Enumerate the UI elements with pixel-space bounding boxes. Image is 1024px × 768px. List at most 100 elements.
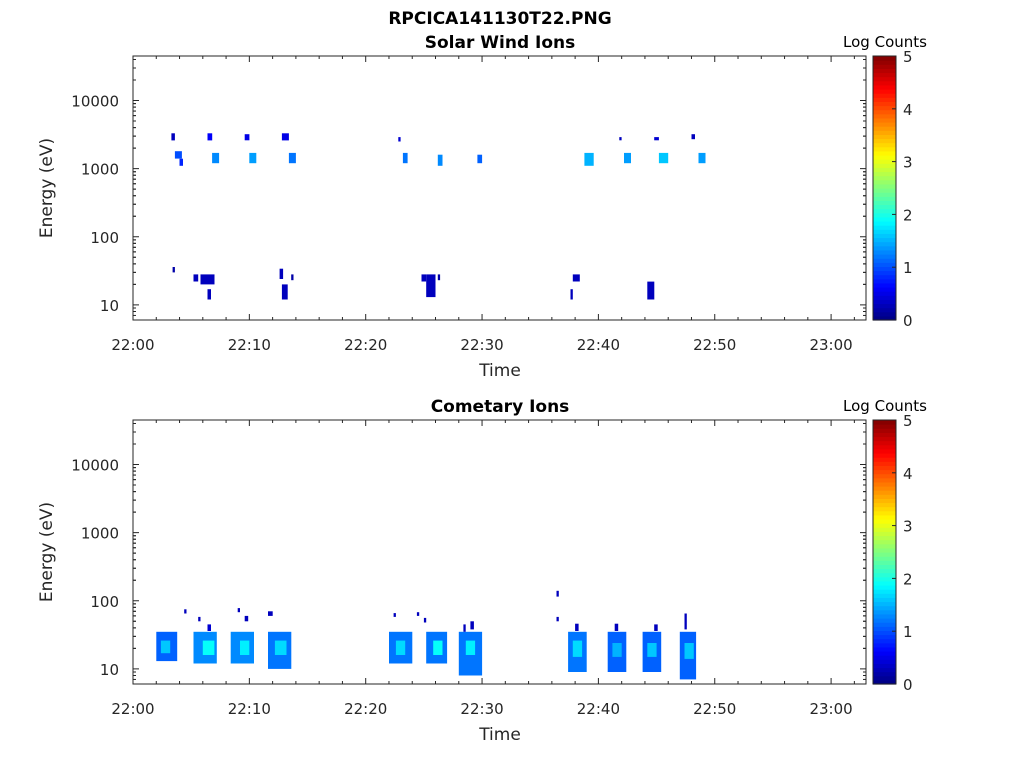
colorbar-segment: [873, 448, 896, 454]
colorbar-segment: [873, 671, 896, 677]
colorbar-segment: [873, 465, 896, 471]
colorbar-segment: [873, 84, 896, 90]
colorbar-segment: [873, 97, 896, 102]
colorbar-segment: [873, 481, 896, 487]
colorbar-segment: [873, 204, 896, 210]
x-tick-label: 22:40: [577, 336, 620, 354]
y-tick-label: 100: [90, 593, 119, 611]
colorbar-segment: [873, 56, 896, 61]
colorbar-segment: [873, 477, 896, 483]
heatmap-cell: [421, 274, 427, 282]
colorbar-segment: [873, 626, 896, 631]
heatmap-cell: [477, 154, 483, 164]
x-tick-label: 22:30: [460, 700, 503, 718]
colorbar-segment: [873, 150, 896, 156]
colorbar-segment: [873, 585, 896, 590]
heatmap-cell: [395, 640, 406, 655]
colorbar-tick-label: 5: [903, 48, 913, 66]
heatmap-cell: [237, 608, 240, 613]
colorbar-segment: [873, 675, 896, 681]
colorbar-segment: [873, 498, 896, 504]
colorbar-tick-label: 5: [903, 412, 913, 430]
colorbar-tick-label: 0: [903, 676, 913, 694]
colorbar-segment: [873, 105, 896, 111]
heatmap-cell: [193, 274, 199, 282]
colorbar-tick-label: 4: [903, 101, 913, 119]
colorbar-segment: [873, 167, 896, 173]
heatmap-cell: [179, 158, 183, 166]
heatmap-cell: [654, 137, 659, 141]
colorbar-segment: [873, 122, 896, 127]
colorbar-segment: [873, 171, 896, 177]
heatmap-cell: [691, 134, 695, 140]
heatmap-cell: [470, 621, 474, 630]
heatmap-cell: [584, 152, 594, 166]
colorbar-segment: [873, 440, 896, 446]
colorbar-segment: [873, 262, 896, 267]
colorbar-segment: [873, 655, 896, 660]
heatmap-cell: [612, 643, 622, 657]
colorbar-segment: [873, 560, 896, 565]
heatmap-cell: [291, 274, 294, 281]
colorbar-segment: [873, 138, 896, 144]
y-tick-label: 10: [100, 661, 119, 679]
colorbar-frame: [872, 419, 897, 685]
x-tick-label: 22:20: [344, 336, 387, 354]
colorbar-segment: [873, 547, 896, 553]
colorbar-segment: [873, 420, 896, 425]
colorbar-segment: [873, 130, 896, 135]
colorbar-segment: [873, 523, 896, 528]
colorbar-segment: [873, 192, 896, 197]
solar-wind-ions-panel: Solar Wind Ions Log Counts Time Energy (…: [37, 33, 927, 381]
colorbar-segment: [873, 556, 896, 561]
colorbar-frame: [872, 55, 897, 321]
heatmap-cell: [572, 640, 583, 657]
heatmap-cell: [463, 624, 466, 632]
x-tick-label: 22:20: [344, 700, 387, 718]
colorbar-segment: [873, 605, 896, 611]
heatmap-cell: [198, 616, 201, 622]
axes-frame: [132, 419, 867, 685]
colorbar-segment: [873, 564, 896, 570]
heatmap-cell: [202, 640, 215, 655]
colorbar-segment: [873, 233, 896, 239]
heatmap-cell: [240, 640, 250, 655]
heatmap-cell: [684, 643, 694, 659]
heatmap-cell: [184, 609, 187, 614]
colorbar-segment: [873, 282, 896, 288]
colorbar-segment: [873, 494, 896, 499]
heatmap-cell: [174, 151, 182, 159]
heatmap-cell: [212, 152, 220, 164]
colorbar-segment: [873, 80, 896, 86]
panel-title: Solar Wind Ions: [425, 33, 576, 53]
colorbar-segment: [873, 506, 896, 512]
cometary-ions-panel: Cometary Ions Log Counts Time Energy (eV…: [37, 397, 927, 745]
colorbar-segment: [873, 93, 896, 98]
heatmap-cell: [624, 152, 631, 164]
axes-frame: [132, 55, 867, 321]
colorbar-segment: [873, 225, 896, 230]
x-tick-label: 22:40: [577, 700, 620, 718]
y-axis-label: Energy (eV): [37, 502, 57, 602]
colorbar-segment: [873, 622, 896, 627]
heatmap-cell: [207, 133, 213, 141]
heatmap-cell: [244, 615, 249, 622]
x-tick-label: 22:00: [111, 336, 154, 354]
heatmap-cell: [658, 152, 669, 164]
colorbar-label: Log Counts: [843, 33, 927, 51]
colorbar-segment: [873, 291, 896, 296]
colorbar-segment: [873, 295, 896, 300]
colorbar-segment: [873, 552, 896, 557]
colorbar-segment: [873, 241, 896, 247]
heatmap-cell: [684, 613, 687, 630]
colorbar-segment: [873, 208, 896, 214]
heatmap-cell: [647, 281, 655, 300]
y-axis-label: Energy (eV): [37, 138, 57, 238]
colorbar-segment: [873, 618, 896, 623]
colorbar-segment: [873, 299, 896, 305]
colorbar-segment: [873, 630, 896, 636]
colorbar-segment: [873, 60, 896, 65]
colorbar-segment: [873, 601, 896, 607]
heatmap-cell: [398, 137, 401, 142]
